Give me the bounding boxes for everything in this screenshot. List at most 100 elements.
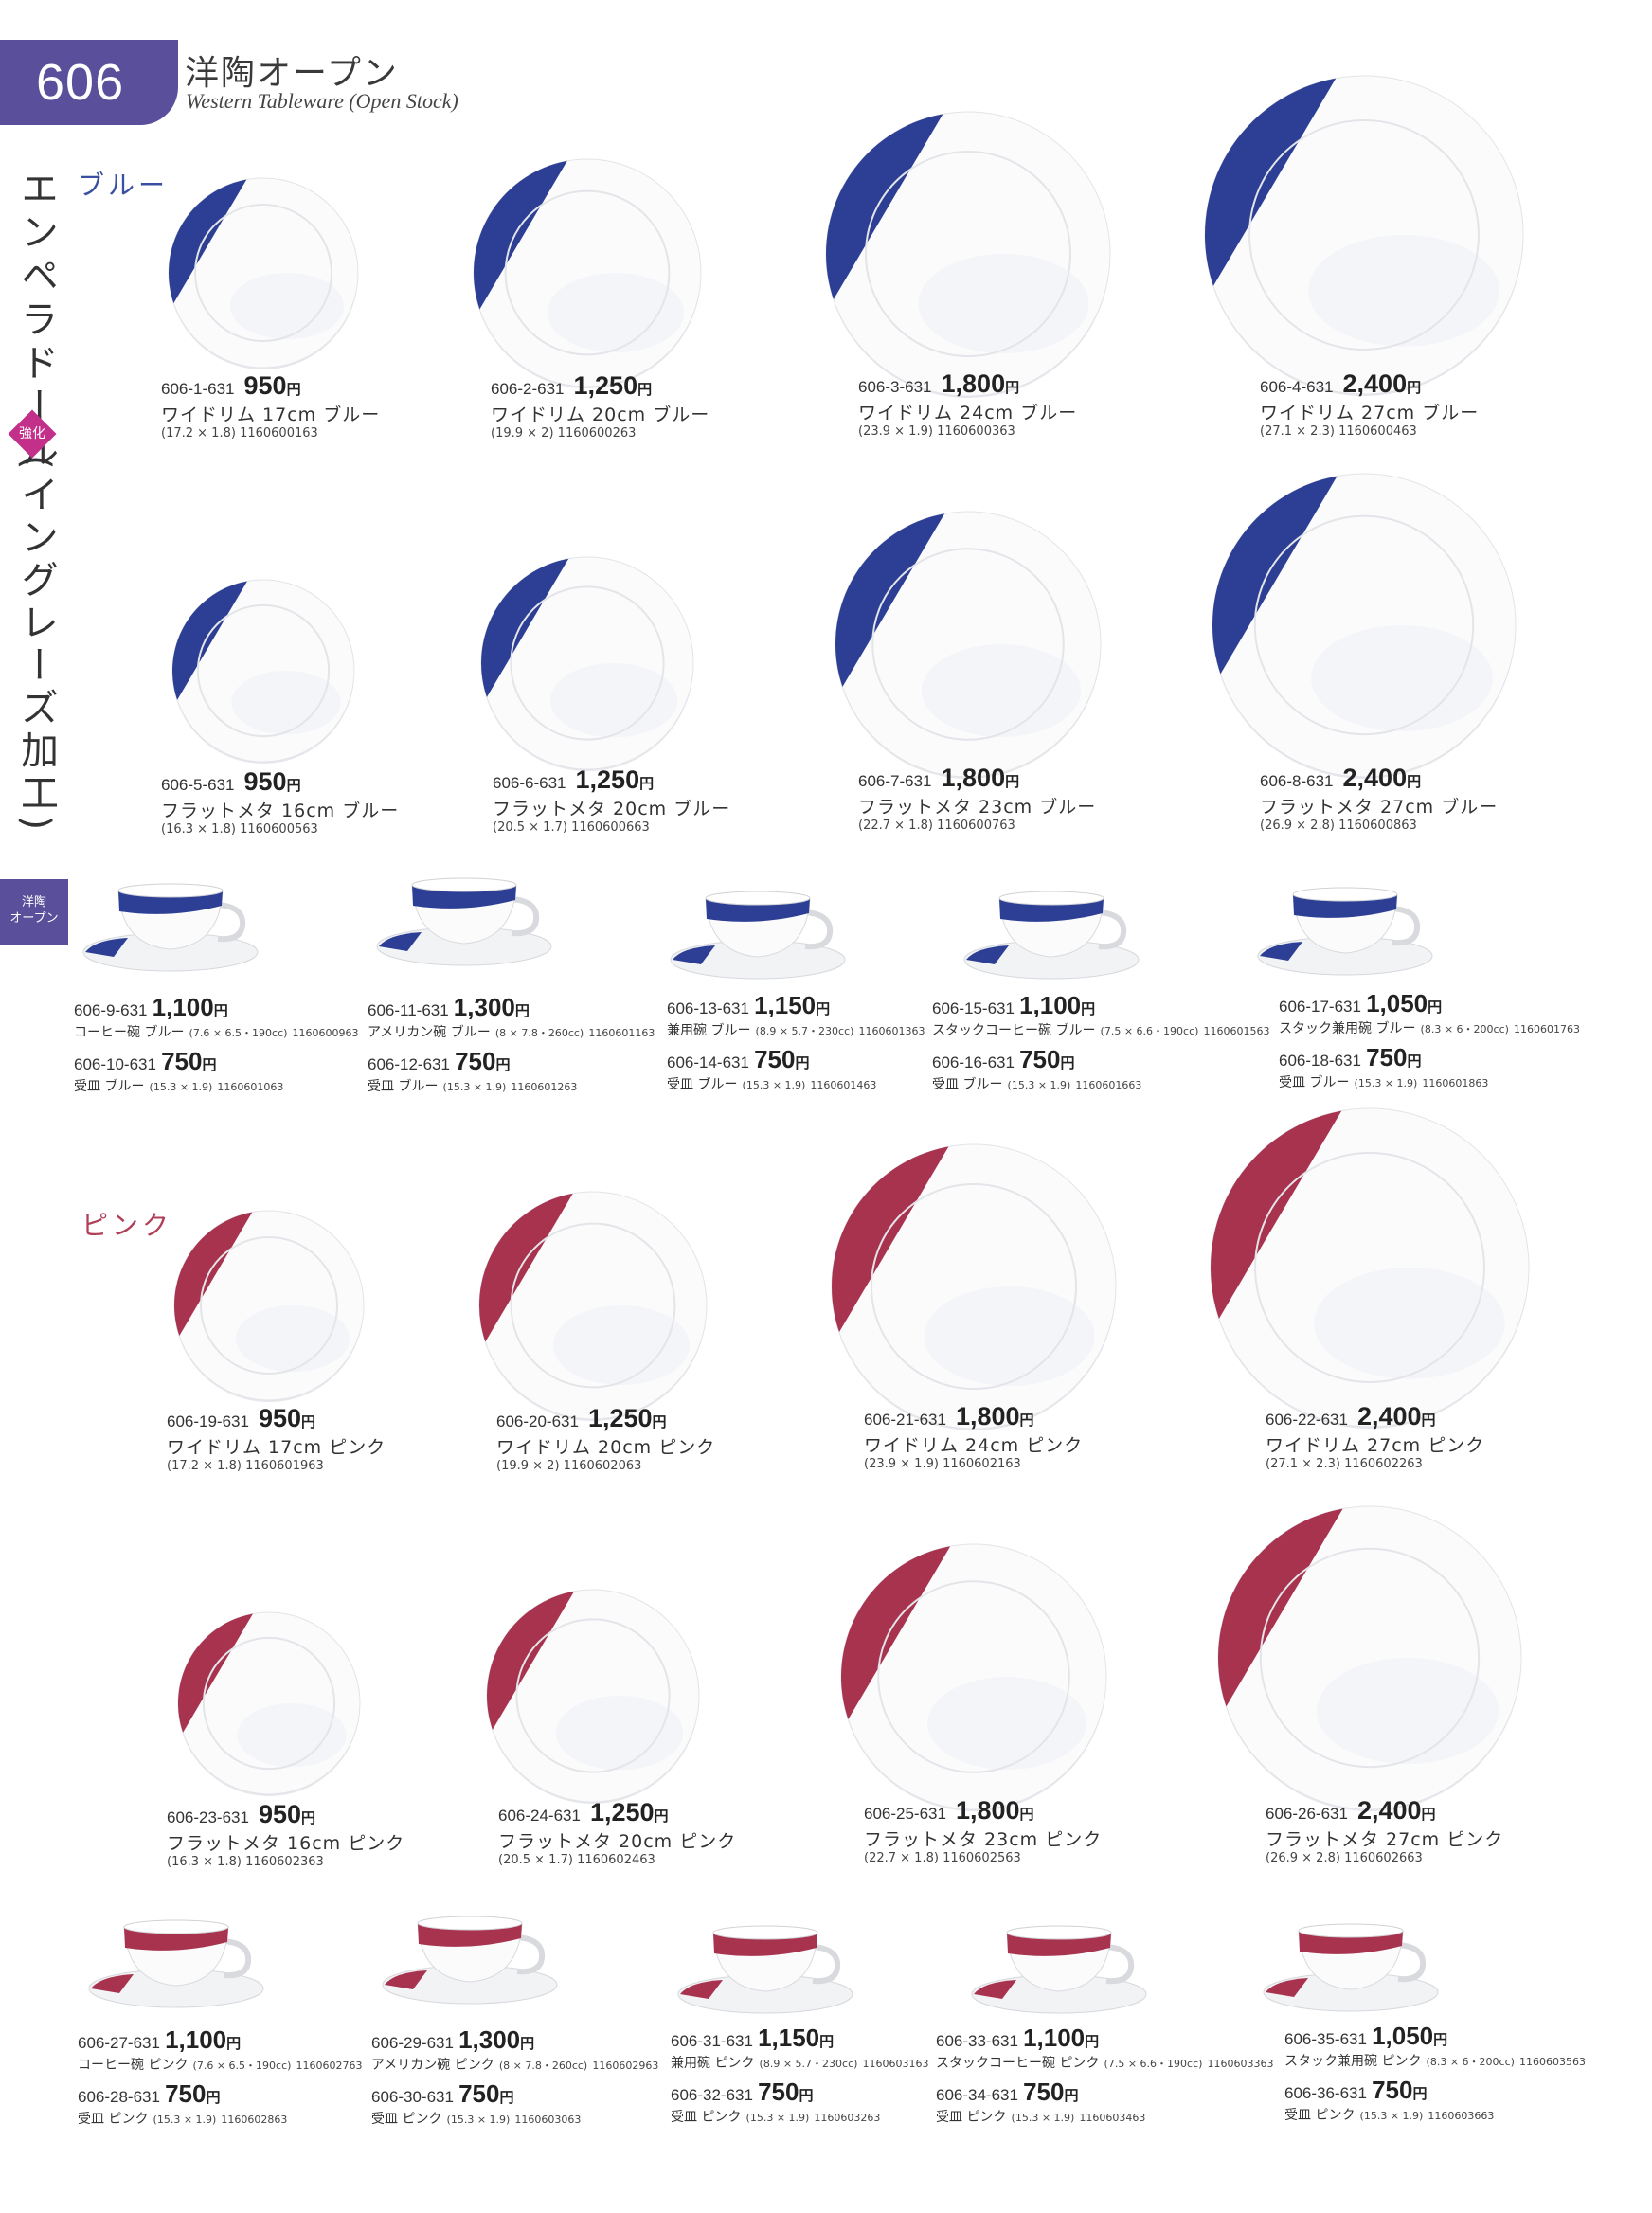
- side-index-tab[interactable]: 洋陶 オープン: [0, 879, 68, 945]
- product-jan: 1160600863: [1338, 819, 1417, 833]
- saucer-price: 750: [758, 2078, 799, 2106]
- cup-price: 1,100: [1023, 2024, 1086, 2052]
- tempered-badge: 強化: [8, 409, 57, 459]
- cup-handle: [511, 896, 540, 937]
- product-code: 606-6-631: [493, 774, 566, 792]
- cup-dimensions: (8.3 × 6・200cc): [1420, 1023, 1509, 1035]
- plate-image: [173, 1210, 365, 1402]
- yen-unit: 円: [1407, 1053, 1422, 1070]
- cup-code: 606-15-631: [932, 999, 1015, 1017]
- yen-unit: 円: [1081, 1000, 1096, 1017]
- product-code: 606-3-631: [858, 378, 932, 396]
- product-jan: 1160600463: [1338, 424, 1417, 439]
- product-name: ワイドリム 27cm ブルー: [1260, 403, 1480, 423]
- saucer-name: 受皿 ブルー: [1279, 1075, 1350, 1090]
- product-code-price-line: 606-8-631 2,400円: [1260, 764, 1498, 793]
- plate-shading: [918, 254, 1089, 353]
- plate-shading: [1317, 1658, 1499, 1764]
- cup-jan: 1160600963: [292, 1027, 359, 1039]
- cup-label: 606-11-631 1,300円 アメリカン碗 ブルー (8 × 7.8・260…: [368, 993, 655, 1095]
- cup-code: 606-13-631: [667, 999, 749, 1017]
- product-dimensions: (17.2 × 1.8): [167, 1459, 242, 1473]
- saucer-jan: 1160602863: [221, 2114, 288, 2126]
- product-dims-line: (26.9 × 2.8) 1160600863: [1260, 819, 1498, 833]
- product-label: 606-7-631 1,800円 フラットメタ 23cm ブルー (22.7 × 1.…: [858, 764, 1096, 833]
- product-label: 606-25-631 1,800円 フラットメタ 23cm ピンク (22.7 × 1…: [864, 1796, 1102, 1865]
- product-price: 1,800: [955, 1796, 1020, 1825]
- cup-name-line: コーヒー碗 ピンク (7.6 × 6.5・190cc) 1160602763: [78, 2055, 363, 2074]
- saucer-jan: 1160601063: [217, 1081, 284, 1093]
- product-code: 606-20-631: [496, 1412, 579, 1430]
- product-jan: 1160600663: [571, 820, 650, 835]
- cup-label: 606-31-631 1,150円 兼用碗 ピンク (8.9 × 5.7・230c…: [671, 2024, 929, 2126]
- product-label: 606-23-631 950円 フラットメタ 16cm ピンク (16.3 × 1.8…: [167, 1800, 404, 1869]
- cup-rim: [417, 1916, 523, 1931]
- saucer-jan: 1160603463: [1079, 2112, 1146, 2124]
- product-label: 606-2-631 1,250円 ワイドリム 20cm ブルー (19.9 × 2) …: [491, 371, 709, 441]
- saucer-code-price-line: 606-10-631 750円: [74, 1047, 359, 1076]
- plate-shading: [549, 663, 678, 738]
- product-code-price-line: 606-2-631 1,250円: [491, 371, 709, 401]
- cup-code: 606-27-631: [78, 2034, 160, 2052]
- plate-image: [168, 177, 359, 369]
- saucer-dimensions: (15.3 × 1.9): [1007, 1079, 1071, 1091]
- page-title-en: Western Tableware (Open Stock): [186, 89, 458, 113]
- product-dims-line: (26.9 × 2.8) 1160602663: [1266, 1851, 1503, 1865]
- yen-unit: 円: [301, 1413, 316, 1430]
- product-jan: 1160602363: [245, 1855, 324, 1869]
- saucer-price: 750: [1019, 1045, 1061, 1073]
- saucer-dimensions: (15.3 × 1.9): [446, 2114, 511, 2126]
- plate-image: [1210, 1107, 1530, 1429]
- product-code: 606-21-631: [864, 1411, 946, 1429]
- saucer-name: 受皿 ピンク: [671, 2110, 742, 2125]
- product-dims-line: (16.3 × 1.8) 1160602363: [167, 1855, 404, 1869]
- cup-price: 1,300: [458, 2025, 521, 2054]
- product-name: フラットメタ 16cm ブルー: [161, 801, 400, 821]
- plate-shading: [230, 273, 344, 339]
- saucer-code-price-line: 606-36-631 750円: [1284, 2076, 1586, 2105]
- product-dimensions: (20.5 × 1.7): [498, 1853, 573, 1867]
- cup-code-price-line: 606-35-631 1,050円: [1284, 2022, 1586, 2051]
- product-code-price-line: 606-19-631 950円: [167, 1404, 386, 1433]
- plate-well-ring: [1254, 1152, 1485, 1383]
- product-label: 606-8-631 2,400円 フラットメタ 27cm ブルー (26.9 × 2.…: [1260, 764, 1498, 833]
- cup-rim: [705, 891, 811, 906]
- saucer-code: 606-16-631: [932, 1053, 1015, 1071]
- plate-well-ring: [515, 1618, 671, 1773]
- cup-name: スタック兼用碗 ピンク: [1284, 2054, 1422, 2069]
- cup-name: 兼用碗 ブルー: [667, 1023, 751, 1038]
- plate-shading: [922, 644, 1081, 737]
- saucer-code: 606-30-631: [371, 2088, 454, 2106]
- saucer-jan: 1160601663: [1075, 1079, 1142, 1091]
- cup-and-saucer-image: [677, 1925, 853, 2014]
- saucer-code: 606-36-631: [1284, 2084, 1367, 2102]
- saucer-price: 750: [1372, 2076, 1413, 2104]
- yen-unit: 円: [637, 381, 653, 398]
- saucer-band: [91, 1974, 134, 1993]
- yen-unit: 円: [1433, 2031, 1448, 2048]
- saucer-code: 606-10-631: [74, 1055, 156, 1073]
- saucer-name: 受皿 ブルー: [74, 1079, 145, 1094]
- product-dimensions: (27.1 × 2.3): [1260, 424, 1335, 439]
- cup-rim: [1292, 887, 1398, 902]
- product-code-price-line: 606-25-631 1,800円: [864, 1796, 1102, 1826]
- product-label: 606-21-631 1,800円 ワイドリム 24cm ピンク (23.9 × 1.…: [864, 1402, 1083, 1471]
- cup-handle: [804, 909, 834, 950]
- plate-image: [825, 111, 1111, 398]
- product-dimensions: (16.3 × 1.8): [167, 1855, 242, 1869]
- product-label: 606-26-631 2,400円 フラットメタ 27cm ピンク (26.9 × 2…: [1266, 1796, 1503, 1865]
- cup-label: 606-29-631 1,300円 アメリカン碗 ピンク (8 × 7.8・260…: [371, 2025, 658, 2128]
- product-name: ワイドリム 20cm ピンク: [496, 1437, 716, 1458]
- cup-code-price-line: 606-29-631 1,300円: [371, 2025, 658, 2055]
- product-price: 950: [243, 767, 287, 796]
- plate-well-ring: [510, 585, 665, 741]
- plate-well-ring: [510, 1222, 676, 1389]
- cup-name-line: スタック兼用碗 ブルー (8.3 × 6・200cc) 1160601763: [1279, 1018, 1580, 1037]
- yen-unit: 円: [1019, 1806, 1034, 1823]
- saucer-name-line: 受皿 ブルー (15.3 × 1.9) 1160601263: [368, 1076, 655, 1095]
- product-price: 1,250: [573, 371, 638, 400]
- saucer-name-line: 受皿 ブルー (15.3 × 1.9) 1160601863: [1279, 1072, 1580, 1091]
- plate-image: [478, 1191, 708, 1421]
- saucer-price: 750: [1023, 2078, 1065, 2106]
- saucer-band: [966, 945, 1009, 964]
